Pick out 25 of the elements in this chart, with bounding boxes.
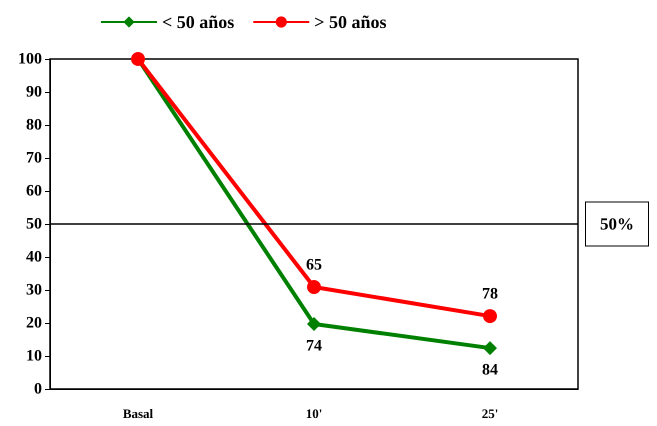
y-tick-label: 80 xyxy=(26,116,42,134)
annotation: 74 xyxy=(306,337,322,354)
legend-label: < 50 años xyxy=(162,12,234,32)
x-tick-label: 25' xyxy=(482,406,498,421)
y-tick-label: 90 xyxy=(26,84,42,100)
y-tick-label: 10 xyxy=(26,348,42,364)
legend-label: > 50 años xyxy=(314,12,387,32)
y-tick-label: 100 xyxy=(18,50,42,68)
y-tick-label: 40 xyxy=(26,248,42,266)
x-tick-label: Basal xyxy=(122,406,154,421)
ref-line-label: 50% xyxy=(600,214,634,234)
point xyxy=(307,280,321,294)
point xyxy=(307,316,321,331)
x-tick-label: 10' xyxy=(306,406,322,421)
annotation: 78 xyxy=(482,286,498,303)
annotation: 65 xyxy=(306,256,322,274)
point xyxy=(483,341,497,356)
y-tick-label: 30 xyxy=(26,282,42,298)
y-tick-label: 70 xyxy=(26,150,42,166)
y-tick-label: 0 xyxy=(34,380,42,398)
point xyxy=(483,309,497,324)
y-tick-label: 20 xyxy=(26,314,42,332)
y-tick-label: 60 xyxy=(26,182,42,200)
annotation: 84 xyxy=(482,362,498,379)
y-tick-label: 50 xyxy=(26,216,42,232)
